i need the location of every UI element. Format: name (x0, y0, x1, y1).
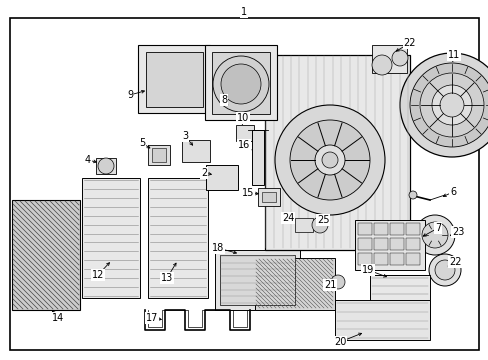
Bar (405, 223, 419, 235)
Text: 22: 22 (448, 257, 460, 267)
Bar (205, 165, 238, 190)
Bar (148, 145, 170, 165)
Bar (215, 250, 299, 310)
Bar (294, 218, 312, 232)
Bar (12, 200, 80, 310)
Text: 17: 17 (145, 313, 158, 323)
Bar (357, 238, 371, 250)
Bar (152, 148, 165, 162)
Bar (212, 52, 269, 114)
Text: 22: 22 (403, 38, 415, 48)
Text: 9: 9 (127, 90, 133, 100)
Circle shape (274, 105, 384, 215)
Bar (251, 130, 264, 185)
Text: 5: 5 (139, 138, 145, 148)
Bar (82, 178, 140, 298)
Circle shape (391, 50, 407, 66)
Circle shape (314, 145, 345, 175)
Bar (264, 55, 409, 250)
Text: 23: 23 (451, 227, 463, 237)
Text: 11: 11 (447, 50, 459, 60)
Circle shape (414, 215, 454, 255)
Bar (389, 238, 403, 250)
Circle shape (371, 55, 391, 75)
Text: 24: 24 (281, 213, 294, 223)
Circle shape (431, 85, 471, 125)
Circle shape (408, 191, 416, 199)
Circle shape (434, 260, 454, 280)
Bar (373, 253, 387, 265)
Circle shape (428, 254, 460, 286)
Circle shape (221, 64, 261, 104)
Circle shape (311, 217, 327, 233)
Bar (405, 238, 419, 250)
Bar (373, 223, 387, 235)
Circle shape (321, 152, 337, 168)
Text: 10: 10 (236, 113, 248, 123)
Text: 7: 7 (434, 223, 440, 233)
Bar (369, 275, 429, 320)
Text: 14: 14 (52, 313, 64, 323)
Text: 2: 2 (201, 168, 207, 178)
Circle shape (439, 93, 463, 117)
Bar (405, 253, 419, 265)
Bar (258, 188, 280, 206)
Bar (262, 192, 275, 202)
Text: 12: 12 (92, 270, 104, 280)
Circle shape (419, 73, 483, 137)
Bar (146, 52, 203, 107)
Bar (354, 220, 424, 270)
Circle shape (213, 56, 268, 112)
Circle shape (98, 158, 114, 174)
Bar (182, 140, 209, 162)
Text: 6: 6 (449, 187, 455, 197)
Bar (220, 255, 294, 305)
Text: 21: 21 (323, 280, 336, 290)
Bar (204, 45, 276, 120)
Bar (148, 178, 207, 298)
Circle shape (409, 63, 488, 147)
Text: 25: 25 (316, 215, 328, 225)
Bar (371, 45, 406, 73)
Bar (334, 300, 429, 340)
Circle shape (399, 53, 488, 157)
Text: 15: 15 (242, 188, 254, 198)
Text: 8: 8 (221, 95, 226, 105)
Text: 18: 18 (211, 243, 224, 253)
Bar (389, 223, 403, 235)
Bar (96, 158, 116, 174)
Text: 16: 16 (237, 140, 250, 150)
Text: 20: 20 (333, 337, 346, 347)
Bar (357, 223, 371, 235)
Text: 4: 4 (85, 155, 91, 165)
Text: 13: 13 (161, 273, 173, 283)
Text: 1: 1 (241, 7, 246, 17)
Circle shape (330, 275, 345, 289)
Text: 3: 3 (182, 131, 188, 141)
Bar (138, 45, 209, 113)
Circle shape (421, 222, 447, 248)
Bar (373, 238, 387, 250)
Bar (357, 253, 371, 265)
Bar (254, 258, 334, 310)
Bar (236, 125, 253, 141)
Circle shape (289, 120, 369, 200)
Text: 19: 19 (361, 265, 373, 275)
Bar (389, 253, 403, 265)
